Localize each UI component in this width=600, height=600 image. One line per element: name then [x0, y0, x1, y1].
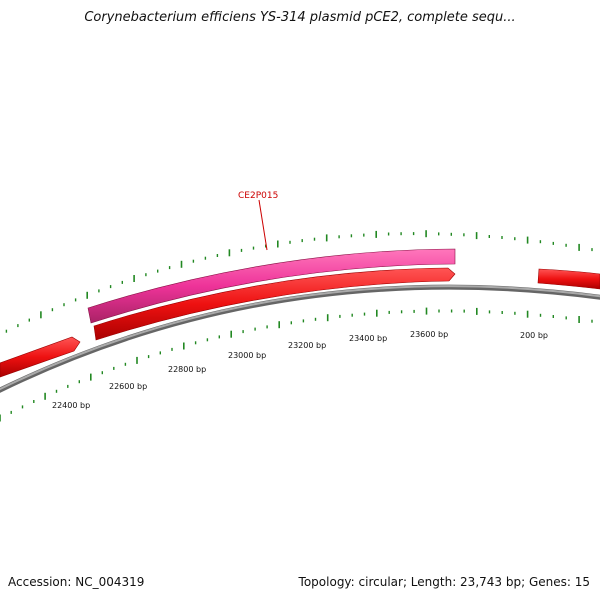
- scale-label: 23400 bp: [349, 334, 387, 343]
- scale-label: 22400 bp: [52, 401, 90, 410]
- scale-label: 22600 bp: [109, 382, 147, 391]
- sequence-summary: Topology: circular; Length: 23,743 bp; G…: [298, 575, 590, 589]
- outer-tick-ring: [5, 230, 593, 333]
- gene-label-ce2p015: CE2P015: [238, 191, 278, 201]
- inner-tick-ring: [0, 307, 593, 422]
- gene-ce2p015[interactable]: [87, 248, 456, 324]
- scale-label: 22800 bp: [168, 365, 206, 374]
- gene-arrow-right[interactable]: [537, 268, 600, 290]
- gene-label-leader: [258, 199, 268, 251]
- scale-label: 23000 bp: [228, 351, 266, 360]
- plasmid-backbone-highlight: [0, 285, 600, 391]
- map-title: Corynebacterium efficiens YS-314 plasmid…: [84, 10, 516, 25]
- scale-label: 23200 bp: [288, 341, 326, 350]
- accession-text: Accession: NC_004319: [8, 575, 145, 589]
- gene-arrow-left[interactable]: [0, 336, 81, 378]
- gene-arrow-main[interactable]: [93, 267, 456, 341]
- scale-label: 200 bp: [520, 331, 548, 340]
- scale-label: 23600 bp: [410, 330, 448, 339]
